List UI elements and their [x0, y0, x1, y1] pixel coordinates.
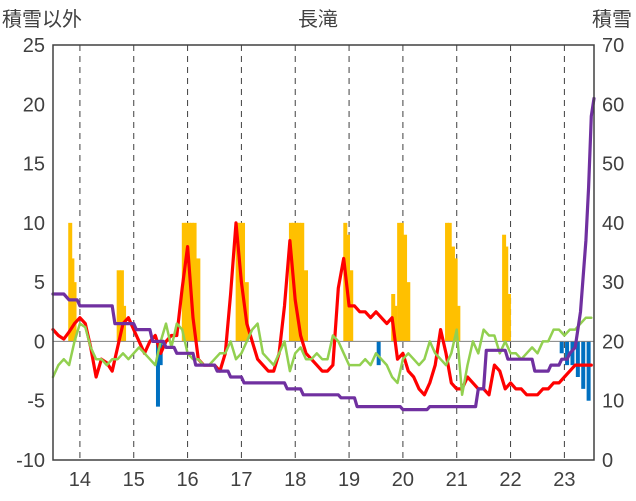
bar [155, 341, 160, 407]
bar [72, 282, 77, 342]
right-axis-label: 積雪 [592, 7, 632, 31]
left-tick-label: 10 [23, 213, 45, 235]
bar [570, 341, 575, 366]
plot-frame [52, 44, 595, 461]
x-axis-ticks: 14 15 16 17 18 19 20 21 22 23 [69, 469, 576, 491]
left-tick-label: -5 [27, 391, 45, 413]
bar [406, 282, 411, 342]
right-tick-label: 20 [602, 331, 624, 353]
x-tick-label: 16 [176, 469, 198, 491]
bar [184, 222, 189, 342]
bar [456, 305, 461, 342]
bar [192, 222, 197, 342]
left-tick-label: 0 [34, 331, 45, 353]
bar [575, 341, 580, 377]
right-tick-label: 30 [602, 272, 624, 294]
x-tick-label: 21 [446, 469, 468, 491]
x-tick-label: 14 [69, 469, 91, 491]
bar [506, 294, 511, 342]
bar [119, 270, 124, 342]
bar [294, 222, 299, 342]
line-series [51, 96, 596, 412]
right-tick-label: 40 [602, 213, 624, 235]
bar [116, 270, 121, 342]
x-tick-label: 23 [553, 469, 575, 491]
left-axis-label: 積雪以外 [2, 7, 82, 31]
left-axis-ticks: -10 -5 0 5 10 15 20 25 [16, 35, 45, 472]
left-tick-label: -10 [16, 450, 45, 472]
bar [196, 258, 201, 342]
bar [450, 246, 455, 342]
left-tick-label: 5 [34, 272, 45, 294]
left-tick-label: 20 [23, 94, 45, 116]
right-tick-label: 70 [602, 35, 624, 57]
left-tick-label: 15 [23, 154, 45, 176]
bar [453, 258, 458, 342]
bar [397, 222, 402, 342]
bar [399, 222, 404, 342]
bar [241, 222, 246, 342]
right-axis-ticks: 0 10 20 30 40 50 60 70 [602, 35, 624, 472]
bar [504, 246, 509, 342]
bar [445, 222, 450, 342]
bar [565, 341, 570, 366]
x-tick-label: 19 [338, 469, 360, 491]
bar [235, 222, 240, 342]
series-line [51, 96, 596, 412]
x-tick-label: 15 [123, 469, 145, 491]
x-tick-label: 22 [499, 469, 521, 491]
bar [502, 234, 507, 342]
bar [403, 234, 408, 342]
bar [68, 222, 73, 342]
x-tick-label: 18 [284, 469, 306, 491]
bar [586, 341, 591, 401]
bar [288, 222, 293, 342]
right-tick-label: 50 [602, 154, 624, 176]
bar [297, 222, 302, 342]
right-tick-label: 10 [602, 391, 624, 413]
left-tick-label: 25 [23, 35, 45, 57]
bar [447, 222, 452, 342]
right-tick-label: 60 [602, 94, 624, 116]
series-line [51, 221, 593, 397]
x-tick-label: 20 [392, 469, 414, 491]
bar [376, 341, 381, 366]
right-tick-label: 0 [602, 450, 613, 472]
chart-title: 長滝 [298, 7, 338, 31]
bar [300, 222, 305, 342]
x-tick-label: 17 [230, 469, 252, 491]
bar [559, 341, 564, 354]
bar [304, 270, 309, 342]
bar [393, 305, 398, 342]
grid-lines [79, 45, 565, 460]
